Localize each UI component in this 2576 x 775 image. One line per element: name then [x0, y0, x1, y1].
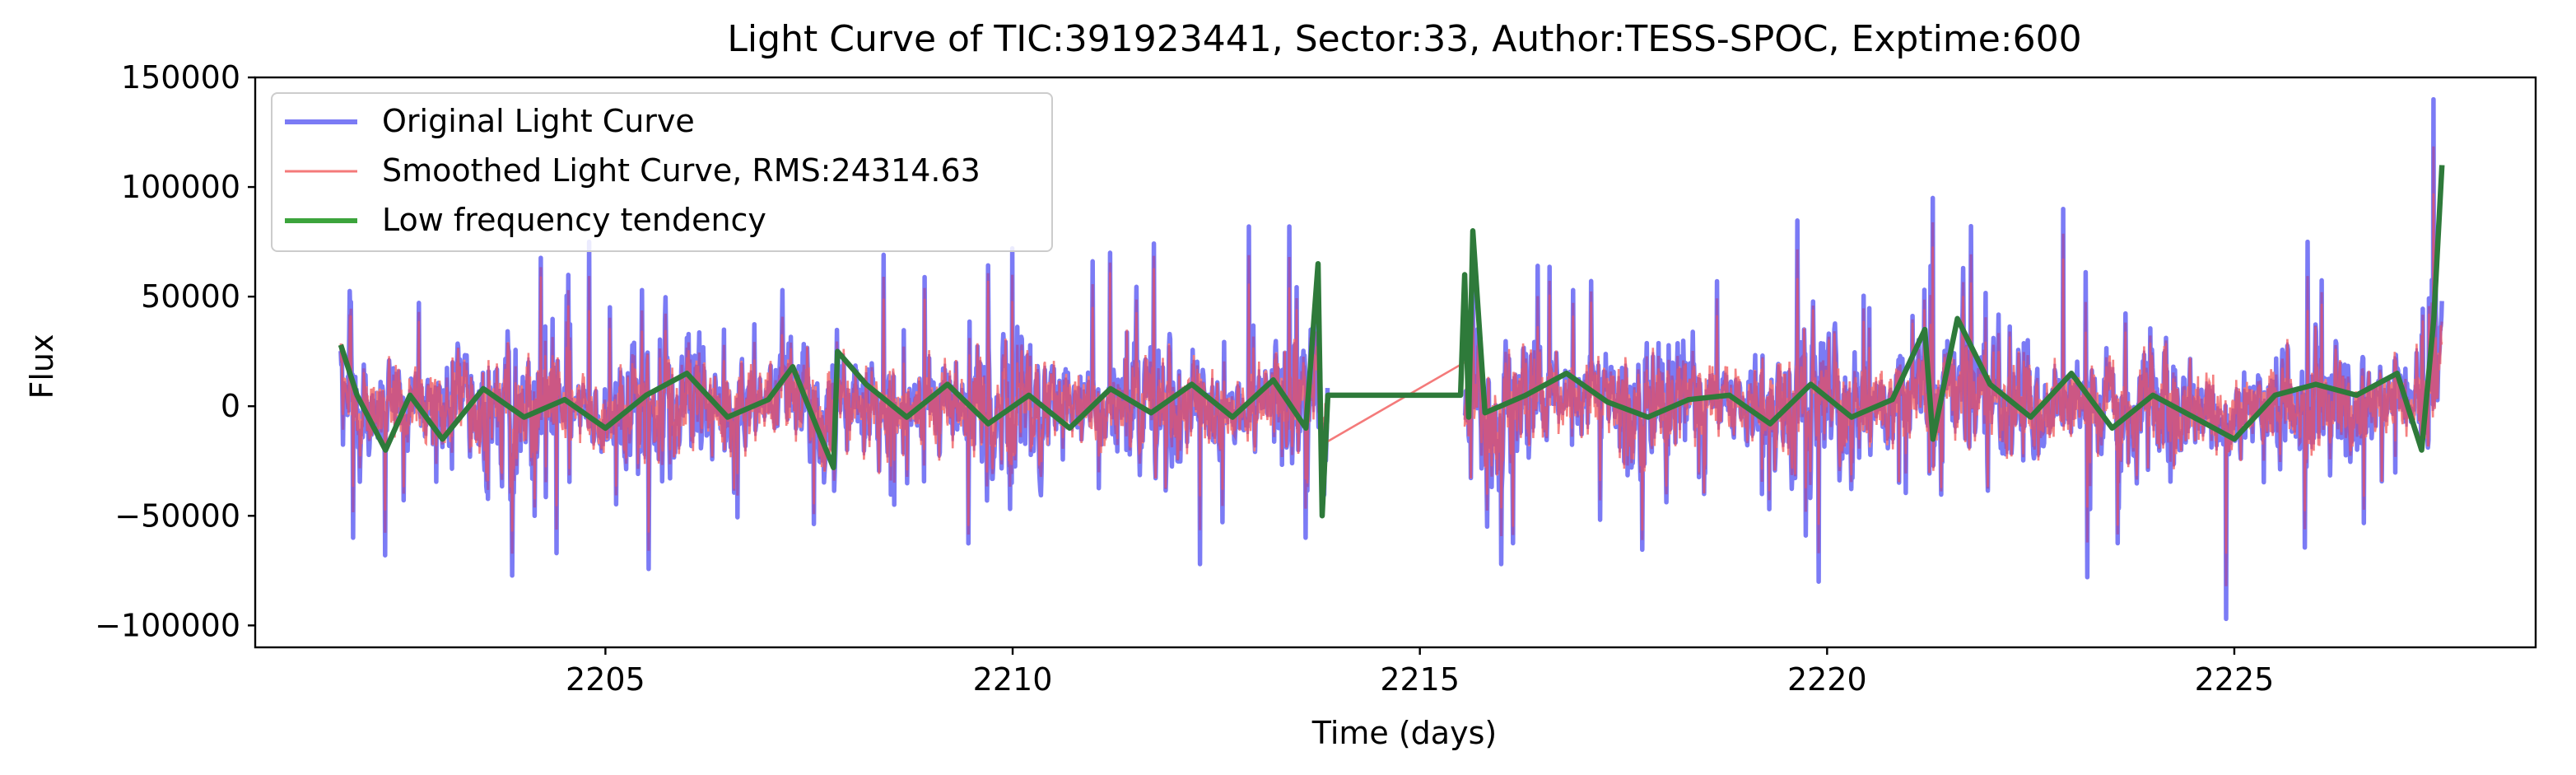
low-frequency-tendency-line — [338, 165, 2445, 519]
x-axis-ticks: 2205 2210 2215 2220 2225 — [566, 647, 2274, 698]
chart-title: Light Curve of TIC:391923441, Sector:33,… — [727, 18, 2081, 60]
y-axis-ticks: −100000 −50000 0 50000 100000 150000 — [95, 59, 255, 643]
plot-frame — [254, 76, 2537, 649]
x-tick-label: 2220 — [1787, 661, 1867, 698]
legend-box — [271, 92, 1053, 252]
legend: Original Light Curve Smoothed Light Curv… — [271, 92, 1053, 252]
smoothed-gap-line — [1327, 361, 1465, 442]
y-tick-label: −100000 — [95, 607, 240, 643]
y-tick-label: 0 — [221, 388, 240, 424]
x-axis-label: Time (days) — [1311, 715, 1497, 751]
y-axis-label: Flux — [24, 334, 60, 399]
series-layer — [338, 96, 2445, 622]
x-tick-label: 2215 — [1380, 661, 1460, 698]
y-tick-label: −50000 — [114, 497, 240, 534]
x-tick-label: 2210 — [973, 661, 1053, 698]
y-tick-label: 150000 — [121, 59, 240, 96]
legend-label-original: Original Light Curve — [382, 103, 695, 139]
legend-label-trend: Low frequency tendency — [382, 202, 766, 238]
x-tick-label: 2225 — [2195, 661, 2275, 698]
legend-label-smoothed: Smoothed Light Curve, RMS:24314.63 — [382, 152, 981, 189]
y-tick-label: 50000 — [141, 278, 240, 315]
y-tick-label: 100000 — [121, 169, 240, 205]
overlap-curve-line — [339, 254, 1330, 554]
x-tick-label: 2205 — [566, 661, 645, 698]
overlap-curve-line — [1463, 146, 2443, 586]
